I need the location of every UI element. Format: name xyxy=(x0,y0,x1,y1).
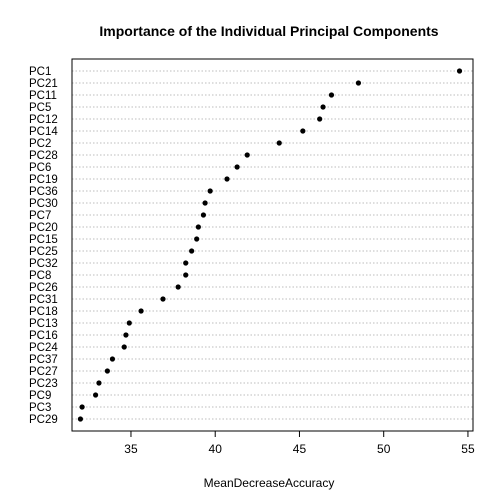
x-tick-label: 45 xyxy=(293,442,307,456)
data-point xyxy=(79,404,85,410)
category-label: PC5 xyxy=(29,102,51,114)
data-point xyxy=(126,320,132,326)
category-label: PC2 xyxy=(29,138,51,150)
data-point xyxy=(194,236,200,242)
category-label: PC26 xyxy=(29,282,58,294)
data-point xyxy=(300,128,306,134)
data-point xyxy=(328,92,335,98)
data-point xyxy=(104,368,110,374)
x-tick-label: 55 xyxy=(461,442,475,456)
data-point xyxy=(109,356,116,362)
chart-title: Importance of the Individual Principal C… xyxy=(99,23,438,39)
data-point xyxy=(317,116,323,122)
category-label: PC19 xyxy=(29,174,58,186)
data-point xyxy=(244,152,250,158)
category-label: PC23 xyxy=(29,378,58,390)
category-label: PC8 xyxy=(29,270,51,282)
category-label: PC28 xyxy=(29,150,58,162)
category-label: PC15 xyxy=(29,234,58,246)
data-point xyxy=(202,200,208,206)
data-point xyxy=(183,272,189,278)
category-label: PC1 xyxy=(29,66,51,78)
data-point xyxy=(138,308,144,314)
data-point xyxy=(320,104,326,110)
category-label: PC14 xyxy=(29,126,58,138)
category-label: PC9 xyxy=(29,390,51,402)
data-point xyxy=(200,212,207,218)
category-label: PC11 xyxy=(29,90,57,102)
data-point xyxy=(224,176,230,182)
data-point xyxy=(183,260,189,266)
category-label: PC30 xyxy=(29,198,58,210)
category-label: PC27 xyxy=(29,366,58,378)
category-labels: PC1PC21PC11PC5PC12PC14PC2PC28PC6PC19PC36… xyxy=(29,66,58,426)
category-label: PC25 xyxy=(29,246,58,258)
x-tick-label: 50 xyxy=(377,442,391,456)
x-tick-label: 35 xyxy=(124,442,138,456)
category-label: PC6 xyxy=(29,162,51,174)
x-axis: 35 40 45 50 55 xyxy=(124,431,475,456)
category-label: PC7 xyxy=(29,210,51,222)
data-point xyxy=(77,416,84,422)
category-label: PC36 xyxy=(29,186,58,198)
category-label: PC18 xyxy=(29,306,58,318)
data-point xyxy=(456,68,463,74)
data-point xyxy=(207,188,213,194)
plot-frame xyxy=(71,58,474,432)
data-point xyxy=(189,248,195,254)
category-label: PC29 xyxy=(29,414,58,426)
data-point xyxy=(234,164,240,170)
category-label: PC12 xyxy=(29,114,58,126)
data-point xyxy=(195,224,201,230)
data-point xyxy=(355,80,362,86)
data-points xyxy=(77,68,463,422)
data-point xyxy=(175,284,181,290)
category-label: PC16 xyxy=(29,330,58,342)
data-point xyxy=(121,344,127,350)
category-label: PC24 xyxy=(29,342,58,354)
data-point xyxy=(123,332,129,338)
data-point xyxy=(160,296,166,302)
category-label: PC21 xyxy=(29,78,58,90)
data-point xyxy=(276,140,282,146)
x-axis-label: MeanDecreaseAccuracy xyxy=(204,476,335,490)
category-label: PC13 xyxy=(29,318,58,330)
category-label: PC20 xyxy=(29,222,58,234)
grid-lines xyxy=(72,70,473,420)
data-point xyxy=(96,380,102,386)
category-label: PC37 xyxy=(29,354,58,366)
data-point xyxy=(92,392,99,398)
category-label: PC32 xyxy=(29,258,58,270)
category-label: PC3 xyxy=(29,402,51,414)
category-label: PC31 xyxy=(29,294,58,306)
x-tick-label: 40 xyxy=(209,442,223,456)
